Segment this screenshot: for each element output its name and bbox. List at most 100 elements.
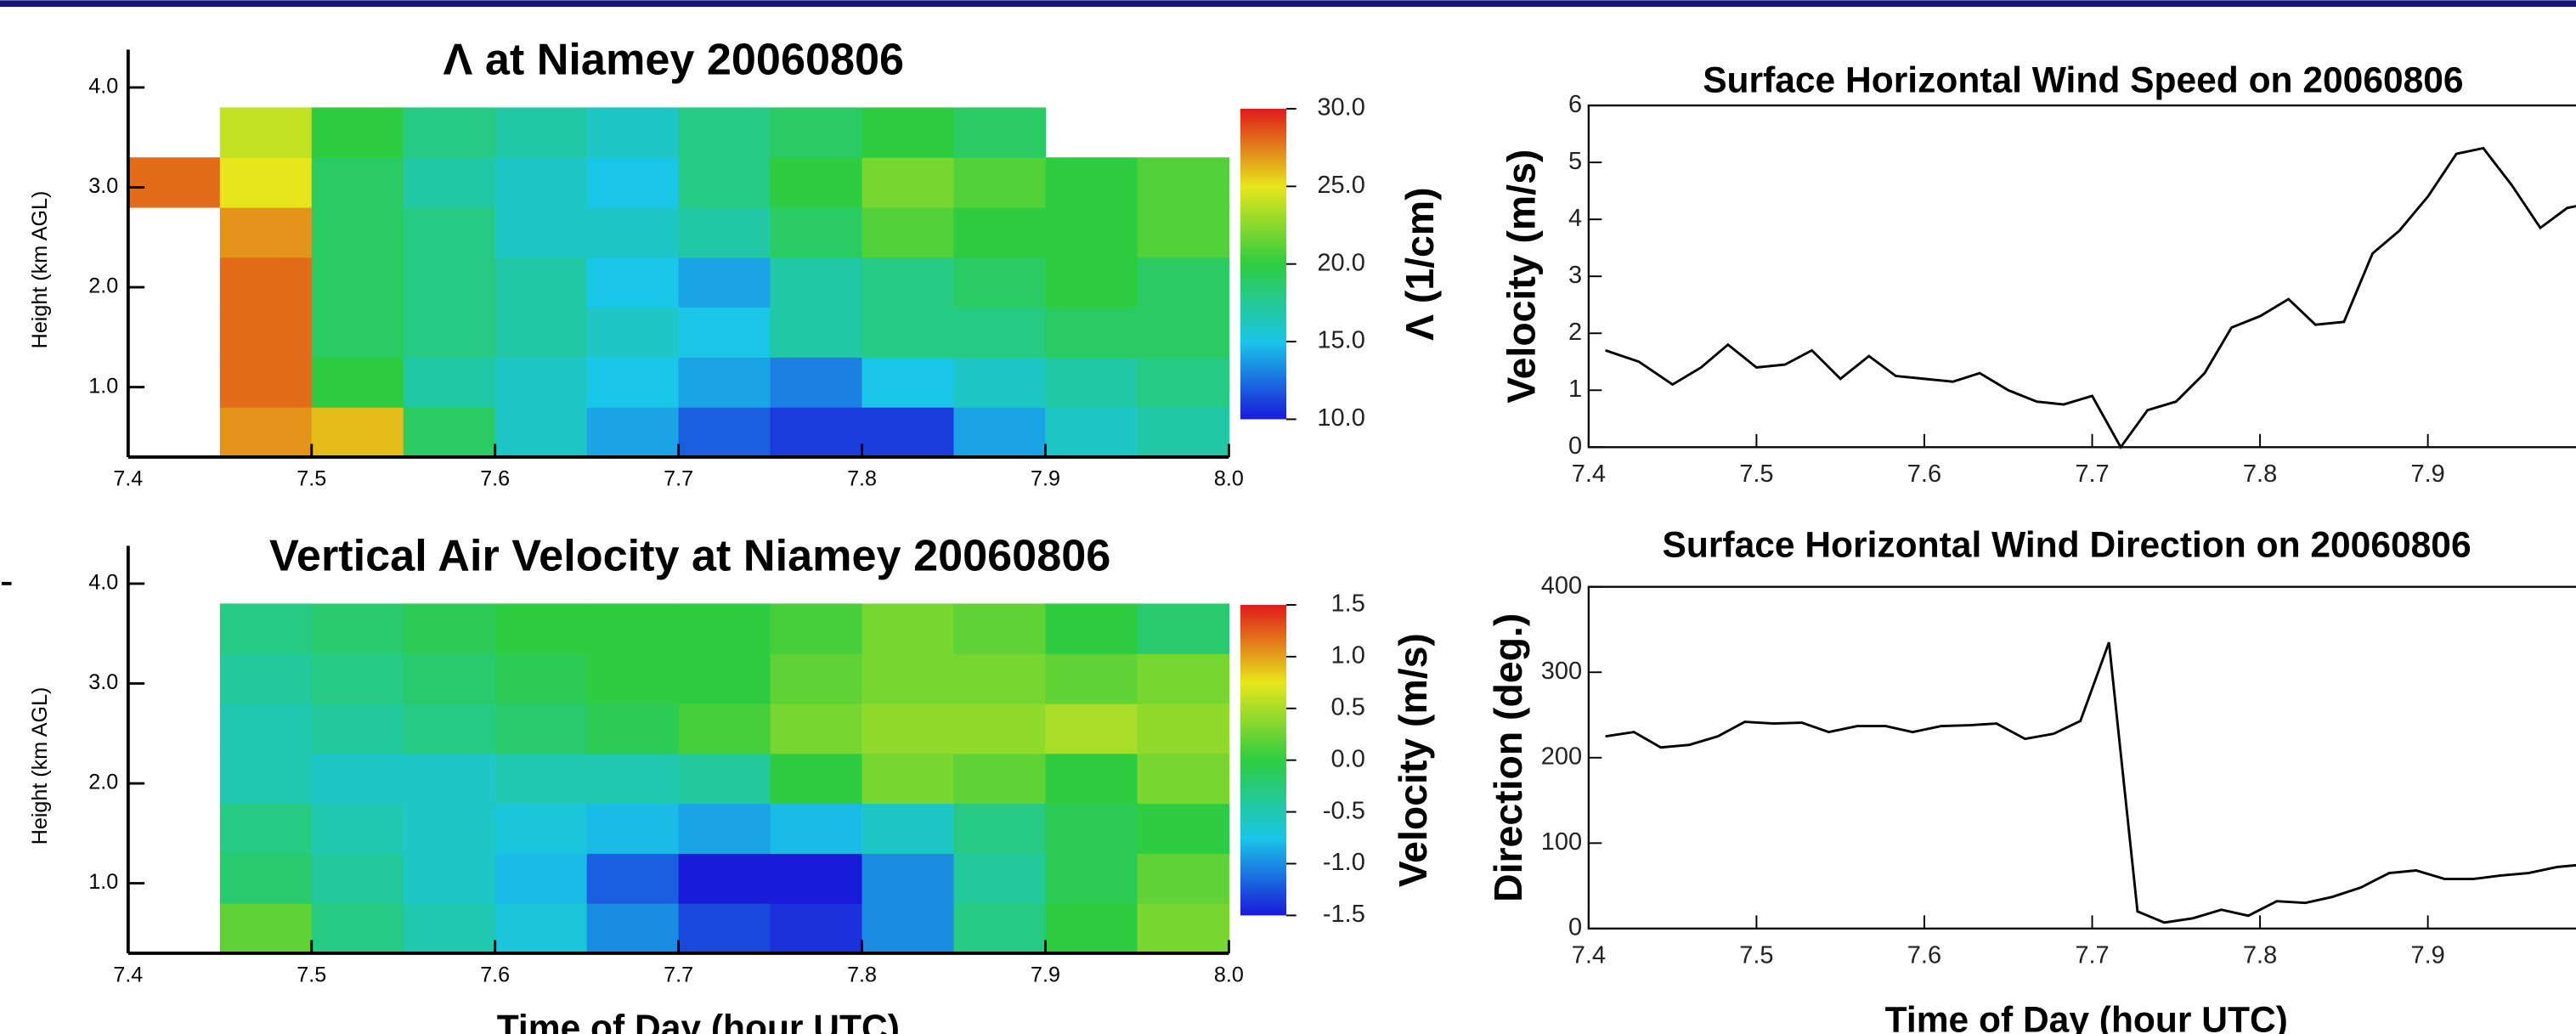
heat-cell [770, 107, 863, 158]
heat-cell [311, 207, 404, 258]
y-tick-label: 0 [1568, 432, 1582, 460]
heat-cell [861, 753, 955, 805]
heat-cell [770, 803, 863, 854]
heat-cell [586, 307, 680, 358]
heat-cell [678, 703, 771, 754]
heat-cell [494, 257, 588, 308]
heat-cell [953, 803, 1047, 854]
y-tick-label: 1.0 [88, 374, 118, 398]
colorbar-tick-label: 20.0 [1317, 249, 1364, 276]
y-axis-label: Velocity (m/s) [1500, 150, 1544, 404]
x-tick-label: 7.7 [2075, 460, 2109, 488]
heat-cell [311, 853, 404, 904]
colorbar-tick-label: 30.0 [1317, 94, 1364, 121]
heat-cell [403, 603, 496, 654]
colorbar-tick-label: -1.0 [1323, 849, 1365, 876]
heat-cell [403, 257, 496, 308]
heat-cell [953, 107, 1047, 158]
heat-cell [861, 603, 955, 654]
colorbar-tick-label: -1.5 [1323, 901, 1365, 928]
y-tick-label: 3 [1568, 262, 1582, 289]
heat-cell [678, 753, 771, 805]
heat-cell [311, 407, 404, 458]
heat-cell [311, 257, 404, 308]
y-tick-label: 0 [1568, 914, 1582, 941]
heat-cell [861, 307, 955, 358]
x-tick-label: 7.4 [1572, 941, 1606, 969]
colorbar [1240, 108, 1287, 420]
y-tick-label: 200 [1541, 743, 1582, 770]
heat-cell [127, 157, 221, 208]
heat-cell [219, 653, 313, 704]
heat-cell [494, 107, 588, 158]
heat-cell [403, 703, 496, 754]
heat-cell [494, 903, 588, 954]
y-tick-label: 4.0 [88, 571, 118, 595]
y-tick-label: 4 [1568, 205, 1582, 232]
heat-cell [678, 307, 771, 358]
heat-cell [219, 853, 313, 904]
heat-cell [953, 207, 1047, 258]
heat-cell [403, 307, 496, 358]
heat-cell [770, 307, 863, 358]
heat-cell [1137, 703, 1229, 754]
x-tick-label: 7.6 [480, 963, 510, 987]
heat-cell [586, 107, 680, 158]
heat-cell [770, 703, 863, 754]
heat-cell [1137, 157, 1229, 208]
x-tick-label: 7.8 [2243, 460, 2277, 488]
heat-cell [861, 357, 955, 408]
heat-cell [861, 853, 955, 904]
heat-cell [219, 703, 313, 754]
heat-cell [311, 357, 404, 408]
heat-cell [586, 603, 680, 654]
heat-cell [586, 853, 680, 904]
x-tick-label: 7.9 [2410, 460, 2444, 488]
heat-cell [953, 407, 1047, 458]
heat-cell [403, 407, 496, 458]
colorbar-tick-label: -0.5 [1323, 797, 1365, 824]
heat-cell [1137, 307, 1229, 358]
heat-cell [770, 853, 863, 904]
heat-cell [1045, 357, 1138, 408]
heat-cell [678, 257, 771, 308]
heat-cell [494, 603, 588, 654]
heat-cell [1137, 903, 1229, 954]
heat-cell [311, 803, 404, 854]
heat-cell [219, 207, 313, 258]
heat-cell [861, 407, 955, 458]
chart-title: Vertical Air Velocity at Niamey 20060806 [269, 532, 1110, 581]
heat-cell [494, 357, 588, 408]
heat-cell [494, 703, 588, 754]
heat-cell [403, 853, 496, 904]
heat-cell [953, 157, 1047, 208]
heat-cell [1137, 407, 1229, 458]
y-tick-label: 2 [1568, 319, 1582, 346]
heat-cell [861, 207, 955, 258]
heat-cell [953, 357, 1047, 408]
x-tick-label: 7.5 [297, 963, 326, 987]
heat-cell [1137, 803, 1229, 854]
colorbar-tick-label: 0.5 [1331, 693, 1365, 720]
y-tick-label: 4.0 [88, 75, 118, 99]
heat-cell [1045, 703, 1138, 754]
x-tick-label: 7.7 [664, 467, 693, 491]
heat-cell [403, 207, 496, 258]
heat-cell [586, 703, 680, 754]
heat-cell [494, 803, 588, 854]
heat-cell [678, 803, 771, 854]
heat-cell [586, 207, 680, 258]
heat-cell [1137, 207, 1229, 258]
colorbar-tick-label: 15.0 [1317, 327, 1364, 354]
data-line [1605, 146, 2576, 450]
heat-cell [1137, 653, 1229, 704]
heat-cell [219, 357, 313, 408]
y-axis-label: Direction (deg.) [1486, 613, 1530, 902]
chart-title: Surface Horizontal Wind Direction on 200… [1663, 525, 2471, 566]
heat-cell [678, 207, 771, 258]
heat-cell [1045, 207, 1138, 258]
heat-cell [678, 157, 771, 208]
heat-cell [1137, 257, 1229, 308]
x-axis-label: Time of Day (hour UTC) [1885, 999, 2288, 1034]
heat-cell [861, 157, 955, 208]
